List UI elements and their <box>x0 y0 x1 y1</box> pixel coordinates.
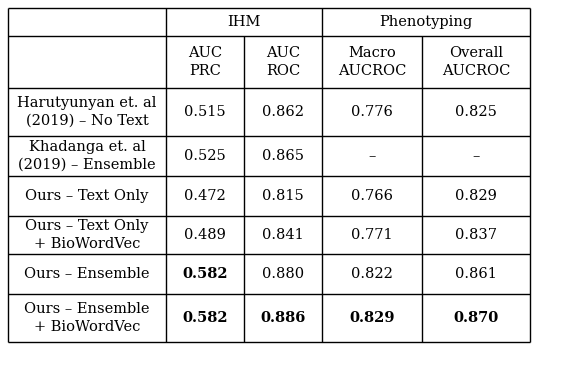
Text: Ours – Text Only
+ BioWordVec: Ours – Text Only + BioWordVec <box>26 219 148 251</box>
Text: 0.525: 0.525 <box>184 149 226 163</box>
Text: 0.862: 0.862 <box>262 105 304 119</box>
Text: Ours – Ensemble: Ours – Ensemble <box>24 267 150 281</box>
Text: 0.771: 0.771 <box>351 228 393 242</box>
Text: 0.822: 0.822 <box>351 267 393 281</box>
Text: AUC
ROC: AUC ROC <box>266 46 300 78</box>
Text: IHM: IHM <box>227 15 260 29</box>
Text: 0.829: 0.829 <box>349 311 395 325</box>
Text: 0.472: 0.472 <box>184 189 226 203</box>
Text: 0.766: 0.766 <box>351 189 393 203</box>
Text: Khadanga et. al
(2019) – Ensemble: Khadanga et. al (2019) – Ensemble <box>18 140 156 172</box>
Text: Macro
AUCROC: Macro AUCROC <box>338 46 406 78</box>
Text: 0.837: 0.837 <box>455 228 497 242</box>
Text: 0.815: 0.815 <box>262 189 304 203</box>
Text: 0.829: 0.829 <box>455 189 497 203</box>
Text: 0.865: 0.865 <box>262 149 304 163</box>
Text: 0.880: 0.880 <box>262 267 304 281</box>
Text: 0.870: 0.870 <box>454 311 499 325</box>
Text: Ours – Ensemble
+ BioWordVec: Ours – Ensemble + BioWordVec <box>24 302 150 334</box>
Text: Phenotyping: Phenotyping <box>379 15 473 29</box>
Text: –: – <box>368 149 376 163</box>
Text: 0.861: 0.861 <box>455 267 497 281</box>
Text: 0.886: 0.886 <box>260 311 306 325</box>
Text: Harutyunyan et. al
(2019) – No Text: Harutyunyan et. al (2019) – No Text <box>17 96 157 128</box>
Text: 0.582: 0.582 <box>182 311 228 325</box>
Text: 0.582: 0.582 <box>182 267 228 281</box>
Text: Overall
AUCROC: Overall AUCROC <box>442 46 510 78</box>
Text: 0.825: 0.825 <box>455 105 497 119</box>
Text: –: – <box>472 149 480 163</box>
Text: 0.515: 0.515 <box>184 105 226 119</box>
Text: AUC
PRC: AUC PRC <box>188 46 222 78</box>
Text: 0.489: 0.489 <box>184 228 226 242</box>
Text: 0.841: 0.841 <box>262 228 304 242</box>
Text: 0.776: 0.776 <box>351 105 393 119</box>
Text: Ours – Text Only: Ours – Text Only <box>26 189 148 203</box>
